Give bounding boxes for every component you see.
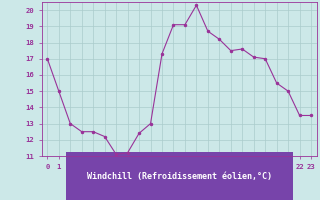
X-axis label: Windchill (Refroidissement éolien,°C): Windchill (Refroidissement éolien,°C) bbox=[87, 172, 272, 181]
